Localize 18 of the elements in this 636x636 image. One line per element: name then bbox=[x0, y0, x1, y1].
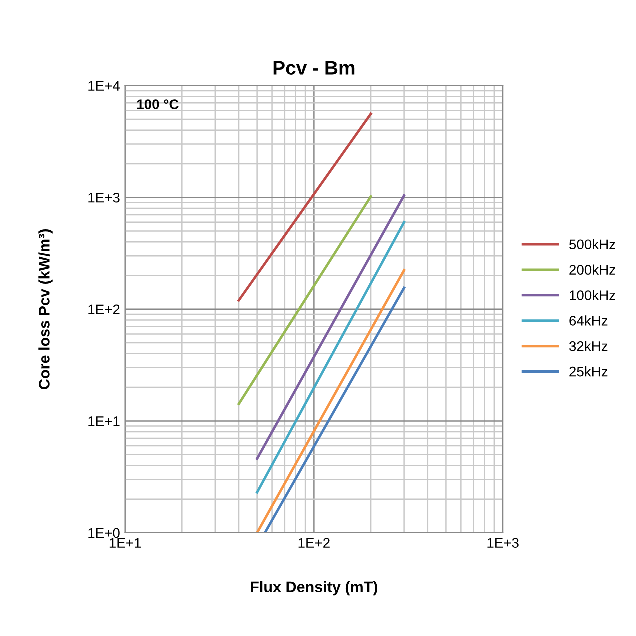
legend-label: 200kHz bbox=[570, 264, 616, 275]
legend-label: 32kHz bbox=[569, 341, 608, 352]
y-tick-label: 1E+1 bbox=[88, 416, 120, 426]
legend-label: 100kHz bbox=[570, 290, 616, 300]
x-tick-label: 1E+1 bbox=[110, 538, 142, 548]
x-axis-title: Flux Density (mT) bbox=[251, 581, 378, 596]
legend-label: 64kHz bbox=[570, 316, 608, 326]
y-tick-label: 1E+0 bbox=[88, 528, 120, 538]
legend-label: 500kHz bbox=[570, 239, 616, 250]
y-tick-label: 1E+3 bbox=[88, 192, 120, 203]
y-tick-label: 1E+2 bbox=[88, 304, 120, 314]
annotation: 100 °C bbox=[138, 100, 179, 110]
legend-label: 25kHz bbox=[570, 366, 608, 377]
chart-title: Pcv - Bm bbox=[274, 61, 355, 75]
y-tick-label: 1E+4 bbox=[88, 81, 120, 91]
x-tick-label: 1E+2 bbox=[298, 538, 330, 548]
x-tick-label: 1E+3 bbox=[488, 538, 519, 548]
y-axis-title: Core loss Pcv (kW/m³) bbox=[38, 230, 53, 390]
